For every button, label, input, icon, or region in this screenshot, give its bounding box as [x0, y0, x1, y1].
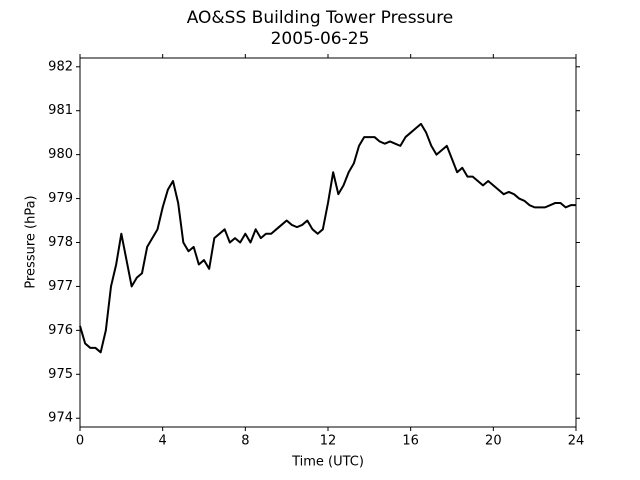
y-axis-label: Pressure (hPa)	[24, 195, 39, 288]
x-tick-label: 4	[159, 434, 167, 449]
x-tick-label: 8	[241, 434, 249, 449]
y-tick-label: 982	[48, 59, 73, 74]
x-tick-label: 0	[76, 434, 84, 449]
chart-subtitle: 2005-06-25	[271, 29, 370, 49]
y-tick-label: 981	[48, 103, 73, 118]
x-tick-label: 12	[320, 434, 337, 449]
y-tick-label: 974	[48, 411, 73, 426]
y-tick-label: 976	[48, 323, 73, 338]
y-tick-label: 978	[48, 235, 73, 250]
data-line	[79, 122, 576, 354]
y-tick-label: 975	[48, 367, 73, 382]
y-tick-label: 980	[48, 147, 73, 162]
x-tick-label: 20	[485, 434, 502, 449]
x-axis-label: Time (UTC)	[291, 455, 364, 470]
y-tick-label: 979	[48, 191, 73, 206]
x-tick-label: 16	[402, 434, 419, 449]
chart-title: AO&SS Building Tower Pressure	[187, 8, 454, 28]
x-tick-label: 24	[568, 434, 585, 449]
y-tick-label: 977	[48, 279, 73, 294]
